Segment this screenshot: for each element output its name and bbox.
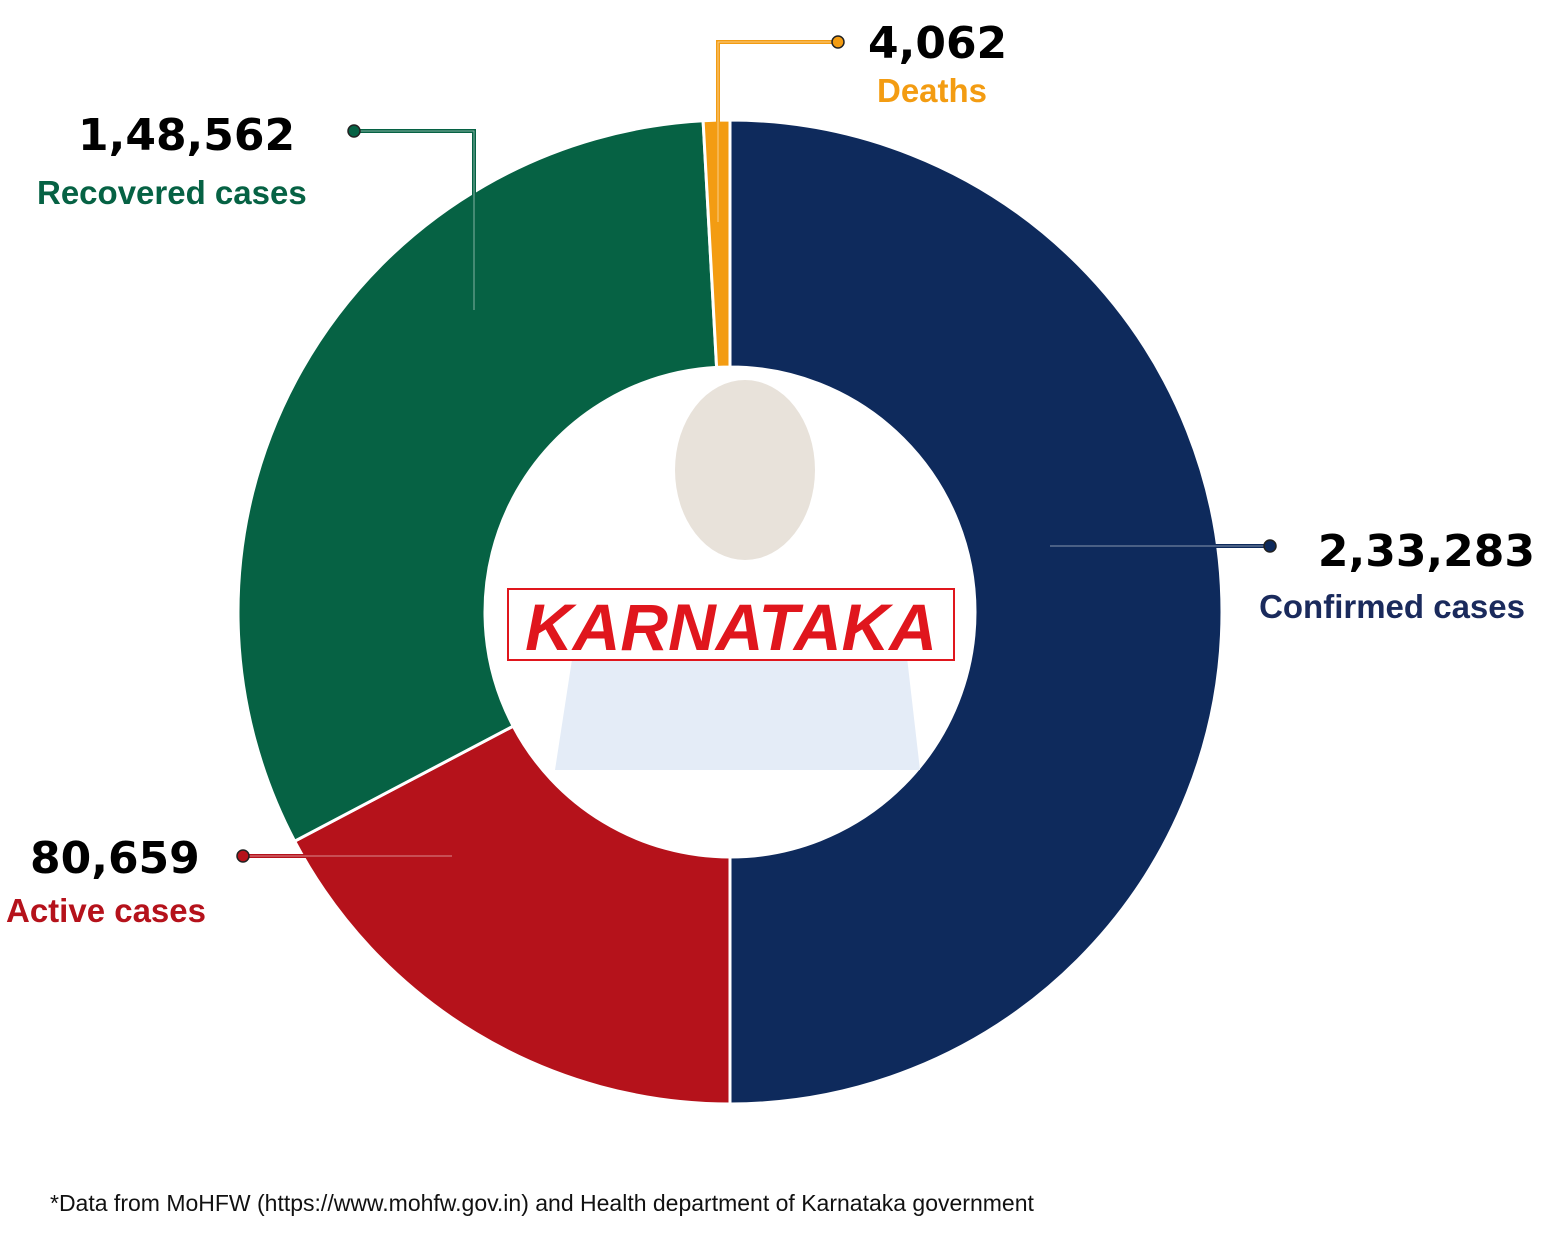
leader-dot <box>347 124 361 138</box>
leader-dot <box>236 849 250 863</box>
legend-label: Deaths <box>877 72 987 109</box>
leader-dot <box>831 35 845 49</box>
value-label: 80,659 <box>30 833 200 884</box>
value-label: 1,48,562 <box>78 110 295 161</box>
leader-line-core <box>717 41 838 222</box>
leader-dot <box>1263 539 1277 553</box>
center-label: KARNATAKA <box>525 590 937 664</box>
center-label-box <box>507 588 955 661</box>
value-label: 4,062 <box>868 18 1007 69</box>
legend-label: Confirmed cases <box>1259 588 1525 625</box>
value-label: 2,33,283 <box>1318 526 1535 577</box>
footnote: *Data from MoHFW (https://www.mohfw.gov.… <box>50 1190 1035 1216</box>
legend-label: Recovered cases <box>37 174 307 211</box>
leader-line-core <box>354 130 475 310</box>
portrait-placeholder <box>675 380 815 560</box>
donut-slice <box>728 118 1224 1106</box>
legend-label: Active cases <box>6 892 206 929</box>
